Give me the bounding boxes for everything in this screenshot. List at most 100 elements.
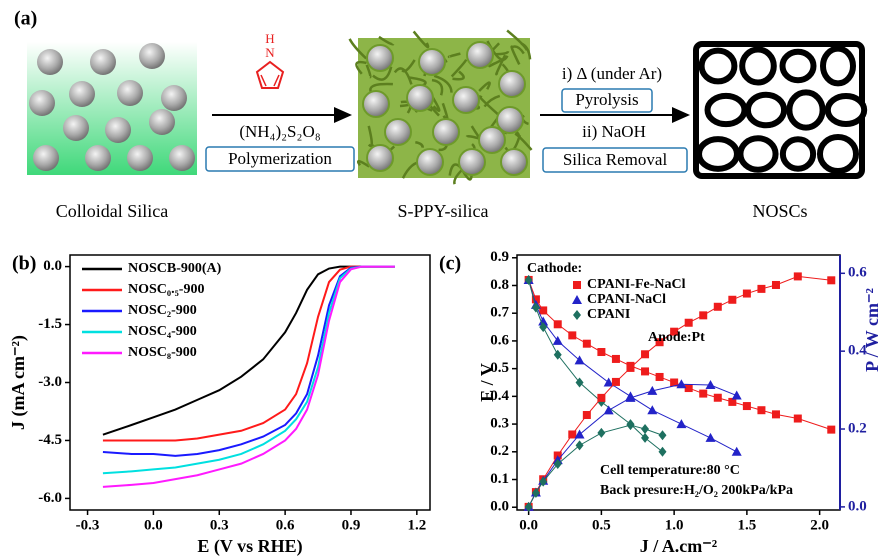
marker xyxy=(572,295,582,304)
silica-sphere xyxy=(419,49,445,75)
condition: i) Δ (under Ar) xyxy=(562,64,662,83)
x-tick-label: -0.3 xyxy=(76,517,100,533)
marker xyxy=(583,340,591,348)
marker xyxy=(732,391,742,400)
atom-label: H xyxy=(265,31,274,46)
x-tick-label: 0.6 xyxy=(276,517,295,533)
x-tick-label: 2.0 xyxy=(810,517,829,533)
nosc-structure xyxy=(696,44,864,176)
y-tick-label: 0.3 xyxy=(490,416,509,432)
marker xyxy=(539,306,547,314)
carbon-pore xyxy=(748,95,784,126)
y-tick-label: -3.0 xyxy=(38,374,62,390)
x-axis-label: E (V vs RHE) xyxy=(197,536,302,557)
silica-sphere xyxy=(367,45,393,71)
chart: (b)-0.30.00.30.60.91.20.0-1.5-3.0-4.5-6.… xyxy=(8,253,430,558)
legend-label: NOSC₄-900 xyxy=(128,324,197,339)
silica-sphere xyxy=(367,145,393,171)
carbon-pore xyxy=(702,51,735,82)
carbon-pore xyxy=(828,96,864,124)
marker xyxy=(568,430,576,438)
legend-label: NOSCB-900(A) xyxy=(128,261,222,276)
x-tick-label: 1.2 xyxy=(407,517,426,533)
marker xyxy=(827,276,835,284)
silica-sphere xyxy=(497,107,523,133)
x-tick-label: 0.9 xyxy=(342,517,361,533)
x-tick-label: 0.3 xyxy=(210,517,229,533)
marker xyxy=(576,440,584,450)
caption: S-PPY-silica xyxy=(397,201,488,221)
carbon-pore xyxy=(740,138,775,169)
caption: Colloidal Silica xyxy=(56,201,169,221)
silica-sphere xyxy=(467,42,493,68)
silica-sphere xyxy=(417,149,443,175)
marker xyxy=(641,424,649,434)
x-tick-label: 1.0 xyxy=(665,517,684,533)
silica-sphere xyxy=(453,87,479,113)
silica-sphere xyxy=(161,85,187,111)
marker xyxy=(714,303,722,311)
marker xyxy=(732,447,742,456)
silica-sphere xyxy=(149,109,175,135)
y-axis-label: J (mA cm⁻²) xyxy=(8,335,29,430)
marker xyxy=(706,433,716,442)
x-tick-label: 0.0 xyxy=(144,517,163,533)
y2-axis-label: P / W cm⁻² xyxy=(862,288,882,372)
figure: (a) H N (NH₄)₂S₂O₈ Polymerization i) Δ (… xyxy=(0,0,884,558)
marker xyxy=(597,348,605,356)
marker xyxy=(597,428,605,438)
annotation: Anode:Pt xyxy=(648,330,705,345)
y-tick-label: -1.5 xyxy=(38,316,62,332)
marker xyxy=(641,350,649,358)
y-tick-label: -4.5 xyxy=(38,432,62,448)
marker xyxy=(743,402,751,410)
silica-sphere xyxy=(29,90,55,116)
panel-label: (a) xyxy=(14,8,37,30)
marker xyxy=(612,378,620,386)
silica-sphere xyxy=(69,81,95,107)
legend-label: NOSC₀.₅-900 xyxy=(128,282,204,297)
silica-sphere xyxy=(117,80,143,106)
y-tick-label: 0.7 xyxy=(490,305,509,321)
carbon-pore xyxy=(789,92,822,127)
marker xyxy=(699,311,707,319)
silica-sphere xyxy=(85,145,111,171)
annotation: Cell temperature:80 °C xyxy=(600,463,740,478)
y-tick-label: 0.1 xyxy=(490,471,509,487)
condition: ii) NaOH xyxy=(582,122,646,141)
chart: (c)0.00.51.01.52.00.00.10.20.30.40.50.60… xyxy=(439,249,882,556)
marker xyxy=(568,331,576,339)
silica-sphere xyxy=(33,145,59,171)
y-tick-label: 0.2 xyxy=(490,443,509,459)
caption: NOSCs xyxy=(752,201,807,221)
y2-tick-label: 0.6 xyxy=(848,265,867,281)
marker xyxy=(583,411,591,419)
carbon-pore xyxy=(783,139,813,168)
panel-label: (b) xyxy=(12,253,36,275)
marker xyxy=(612,355,620,363)
silica-sphere xyxy=(63,115,89,141)
marker xyxy=(757,285,765,293)
panel-label: (c) xyxy=(439,253,461,275)
marker xyxy=(685,319,693,327)
silica-sphere xyxy=(479,127,505,153)
atom-label: N xyxy=(265,45,275,60)
marker xyxy=(656,373,664,381)
marker xyxy=(658,447,666,457)
x-tick-label: 1.5 xyxy=(738,517,757,533)
silica-sphere xyxy=(37,49,63,75)
legend-label: NOSC₂-900 xyxy=(128,303,197,318)
marker xyxy=(772,281,780,289)
marker xyxy=(597,394,605,402)
annotation: Back presure:H₂/O₂ 200kPa/kPa xyxy=(600,483,793,498)
reagent: (NH₄)₂S₂O₈ xyxy=(239,122,320,141)
marker xyxy=(827,426,835,434)
marker xyxy=(728,296,736,304)
silica-sphere xyxy=(363,91,389,117)
silica-sphere xyxy=(169,145,195,171)
legend-label: CPANI xyxy=(587,307,630,322)
y-tick-label: 0.9 xyxy=(490,249,509,265)
silica-sphere xyxy=(139,43,165,69)
silica-sphere xyxy=(499,71,525,97)
